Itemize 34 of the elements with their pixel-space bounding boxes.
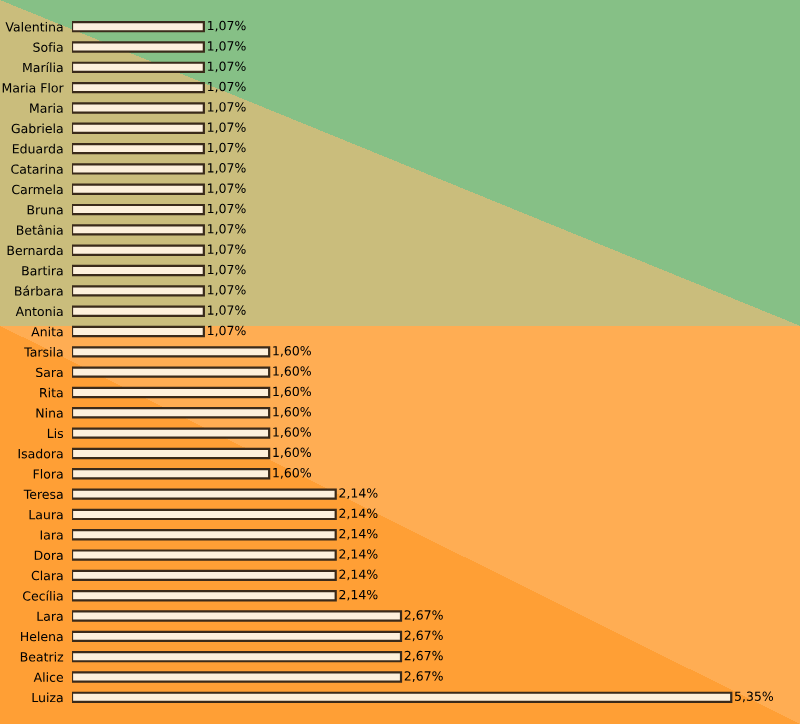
- bar: [72, 61, 205, 73]
- bar: [72, 244, 205, 256]
- bar: [72, 468, 271, 480]
- bar: [72, 610, 403, 622]
- bar: [72, 346, 271, 358]
- bar: [72, 102, 205, 114]
- bar: [72, 366, 271, 378]
- bar: [72, 305, 205, 317]
- bar: [72, 447, 271, 460]
- bar: [72, 630, 403, 643]
- bar: [72, 488, 337, 500]
- bar: [72, 325, 205, 338]
- bar: [72, 41, 205, 53]
- bar: [72, 264, 205, 277]
- bar: [72, 590, 337, 602]
- bar: [72, 203, 205, 216]
- bar: [72, 529, 337, 541]
- bar: [72, 122, 205, 134]
- bar: [72, 671, 403, 683]
- bar: [72, 651, 403, 663]
- bar: [72, 386, 271, 399]
- bar: [72, 569, 337, 582]
- bar: [72, 508, 337, 521]
- bar: [72, 407, 271, 419]
- bar: [72, 224, 205, 236]
- bar: [72, 183, 205, 195]
- bar: [72, 81, 205, 94]
- bar: [72, 163, 205, 175]
- bar: [72, 427, 271, 439]
- bar: [72, 142, 205, 155]
- bar: [72, 691, 733, 704]
- bar: [72, 549, 337, 561]
- bar: [72, 285, 205, 297]
- bar: [72, 20, 205, 33]
